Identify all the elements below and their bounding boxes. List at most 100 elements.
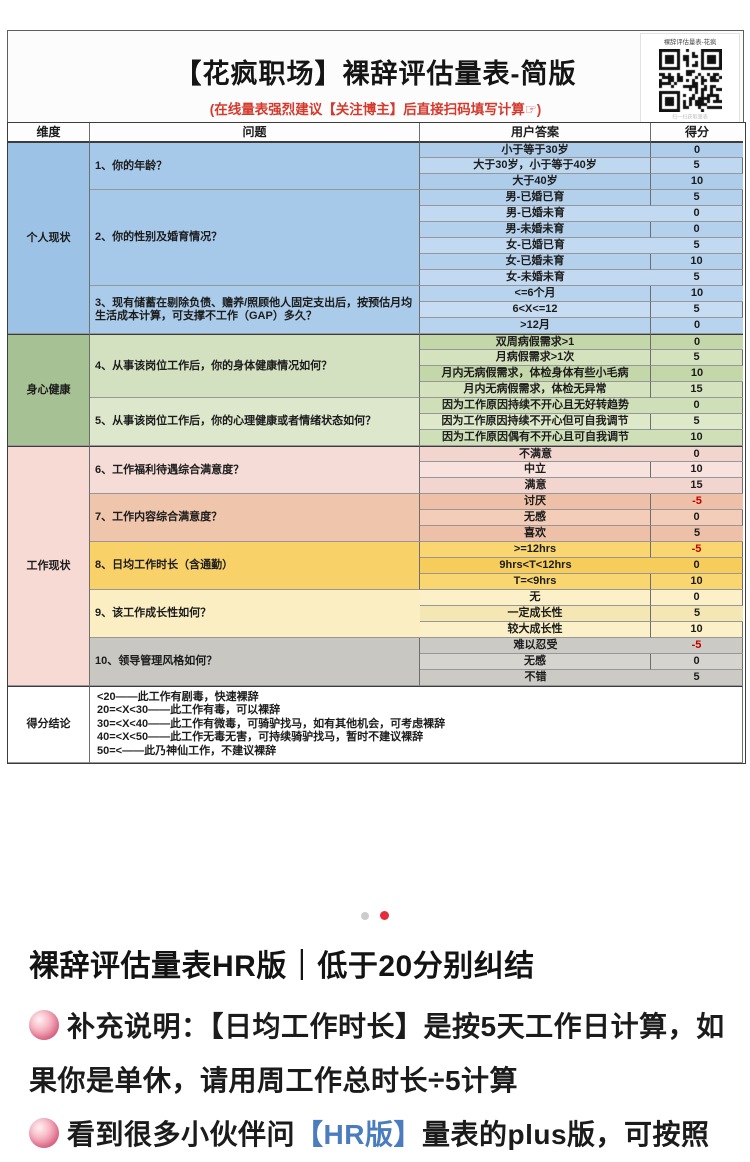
- score-cell: 0: [651, 398, 743, 414]
- assessment-table: 维度 问题 用户答案 得分 个人现状 1、你的年龄？ 小于等于30岁 0 大于30岁，小于等于4…: [7, 122, 746, 765]
- answer-cell[interactable]: 讨厌: [420, 494, 651, 510]
- qr-code-icon: [658, 49, 722, 112]
- answer-cell[interactable]: 大于30岁，小于等于40岁: [420, 158, 651, 174]
- carousel-dot-1[interactable]: [361, 911, 369, 920]
- score-cell: 10: [651, 286, 743, 302]
- answer-cell[interactable]: >12月: [420, 318, 651, 334]
- carousel-dot-2[interactable]: [380, 911, 389, 920]
- qr-block: 裸辞评估量表-花疯 扫一扫获取量表: [640, 33, 740, 129]
- score-cell: 5: [651, 238, 743, 254]
- question-cell: 3、现有储蓄在剔除负债、赡养/照顾他人固定支出后，按预估月均生活成本计算，可支撑…: [90, 286, 420, 334]
- conclusion-line: 40=<X<50——此工作无毒无害，可持续骑驴找马，暂时不建议裸辞: [97, 731, 424, 744]
- score-cell: 0: [651, 222, 743, 238]
- score-cell: 5: [651, 158, 743, 174]
- dimension-cell: 个人现状: [8, 142, 90, 334]
- flower-emoji-icon: [29, 1118, 59, 1148]
- score-cell: 10: [651, 366, 743, 382]
- question-cell: 2、你的性别及婚育情况？: [90, 190, 420, 286]
- answer-cell[interactable]: 男-已婚未育: [420, 206, 651, 222]
- answer-cell[interactable]: >=12hrs: [420, 542, 651, 558]
- note-text-a: 补充说明：【日均工作时长】是按5天工作日计算，如果你是单休，请用周工作总时长: [29, 1011, 725, 1096]
- table-subtitle: (在线量表强烈建议【关注博主】后直接扫码填写计算☞): [209, 102, 542, 117]
- answer-cell[interactable]: 喜欢: [420, 526, 651, 542]
- answer-cell[interactable]: 无感: [420, 654, 651, 670]
- carousel-dots[interactable]: [0, 911, 750, 920]
- score-cell: 0: [651, 446, 743, 462]
- answer-cell[interactable]: 6<X<=12: [420, 302, 651, 318]
- score-cell: 5: [651, 526, 743, 542]
- question-cell: 5、从事该岗位工作后，你的心理健康或者情绪状态如何？: [90, 398, 420, 446]
- answer-cell[interactable]: 不满意: [420, 446, 651, 462]
- question-cell: 9、该工作成长性如何？: [90, 590, 420, 638]
- note-text-b: 5计算: [444, 1065, 519, 1096]
- answer-cell[interactable]: T=<9hrs: [420, 574, 651, 590]
- flower-emoji-icon: [29, 1010, 59, 1040]
- score-cell: 5: [651, 302, 743, 318]
- answer-cell[interactable]: 无感: [420, 510, 651, 526]
- divide-symbol: ÷: [428, 1064, 445, 1097]
- answer-cell[interactable]: 小于等于30岁: [420, 142, 651, 158]
- answer-cell[interactable]: 月内无病假需求，体检无异常: [420, 382, 651, 398]
- question-cell: 7、工作内容综合满意度？: [90, 494, 420, 542]
- answer-cell[interactable]: 双周病假需求>1: [420, 334, 651, 350]
- note-supplement: 补充说明：【日均工作时长】是按5天工作日计算，如果你是单休，请用周工作总时长÷5…: [29, 1000, 727, 1108]
- answer-cell[interactable]: 较大成长性: [420, 622, 651, 638]
- answer-cell[interactable]: <=6个月: [420, 286, 651, 302]
- qr-label: 裸辞评估量表-花疯: [663, 39, 717, 46]
- answer-cell[interactable]: 中立: [420, 462, 651, 478]
- answer-cell[interactable]: 难以忍受: [420, 638, 651, 654]
- answer-cell[interactable]: 月病假需求>1次: [420, 350, 651, 366]
- qr-caption: 扫一扫获取量表: [672, 115, 708, 121]
- score-cell: 5: [651, 606, 743, 622]
- answer-cell[interactable]: 大于40岁: [420, 174, 651, 190]
- answer-cell[interactable]: 因为工作原因持续不开心但可自我调节: [420, 414, 651, 430]
- answer-cell[interactable]: 不错: [420, 670, 651, 686]
- question-cell: 10、领导管理风格如何？: [90, 638, 420, 686]
- answer-cell[interactable]: 女-已婚未育: [420, 254, 651, 270]
- conclusion-line: 20=<X<30——此工作有毒，可以裸辞: [97, 704, 281, 717]
- score-cell: -5: [651, 638, 743, 654]
- score-cell: 0: [651, 654, 743, 670]
- answer-cell[interactable]: 月内无病假需求，体检身体有些小毛病: [420, 366, 651, 382]
- answer-cell[interactable]: 9hrs<T<12hrs: [420, 558, 651, 574]
- score-cell: 15: [651, 382, 743, 398]
- question-cell: 1、你的年龄？: [90, 142, 420, 190]
- score-cell: 0: [651, 206, 743, 222]
- answer-cell[interactable]: 因为工作原因持续不开心且无好转趋势: [420, 398, 651, 414]
- answer-cell[interactable]: 男-未婚未育: [420, 222, 651, 238]
- note2-text-b: 量表的plus版，可按照: [421, 1119, 710, 1150]
- conclusion-line: <20——此工作有剧毒，快速裸辞: [97, 691, 259, 703]
- score-cell: 10: [651, 254, 743, 270]
- question-cell: 8、日均工作时长（含通勤）: [90, 542, 420, 590]
- conclusion-body: <20——此工作有剧毒，快速裸辞 20=<X<30——此工作有毒，可以裸辞 30=<…: [90, 686, 743, 764]
- answer-cell[interactable]: 满意: [420, 478, 651, 494]
- score-cell: 5: [651, 350, 743, 366]
- score-cell: 10: [651, 462, 743, 478]
- answer-cell[interactable]: 男-已婚已育: [420, 190, 651, 206]
- post-title: 裸辞评估量表HR版｜低于20分别纠结: [29, 950, 535, 983]
- score-cell: 0: [651, 558, 743, 574]
- note2-link[interactable]: 【HR版】: [295, 1119, 422, 1150]
- answer-cell[interactable]: 因为工作原因偶有不开心且可自我调节: [420, 430, 651, 446]
- note-clipped: 看到很多小伙伴问【HR版】量表的plus版，可按照: [29, 1108, 727, 1162]
- conclusion-line: 30=<X<40——此工作有微毒，可骑驴找马，如有其他机会，可考虑裸辞: [97, 717, 446, 730]
- answer-cell[interactable]: 一定成长性: [420, 606, 651, 622]
- answer-cell[interactable]: 女-未婚未育: [420, 270, 651, 286]
- conclusion-dimension-cell: 得分结论: [8, 686, 90, 764]
- score-cell: 5: [651, 414, 743, 430]
- score-cell: 0: [651, 318, 743, 334]
- answer-cell[interactable]: 无: [420, 590, 651, 606]
- table-image[interactable]: 【花疯职场】裸辞评估量表-简版 (在线量表强烈建议【关注博主】后直接扫码填写计算…: [7, 30, 746, 765]
- score-cell: -5: [651, 494, 743, 510]
- dimension-cell: 身心健康: [8, 334, 90, 446]
- score-cell: 0: [651, 334, 743, 350]
- score-cell: 10: [651, 574, 743, 590]
- score-cell: 5: [651, 670, 743, 686]
- column-header: 用户答案: [420, 123, 651, 142]
- score-cell: 10: [651, 174, 743, 190]
- score-cell: 0: [651, 590, 743, 606]
- dimension-cell: 工作现状: [8, 446, 90, 686]
- column-header: 问题: [90, 123, 420, 142]
- question-cell: 4、从事该岗位工作后，你的身体健康情况如何？: [90, 334, 420, 398]
- answer-cell[interactable]: 女-已婚已育: [420, 238, 651, 254]
